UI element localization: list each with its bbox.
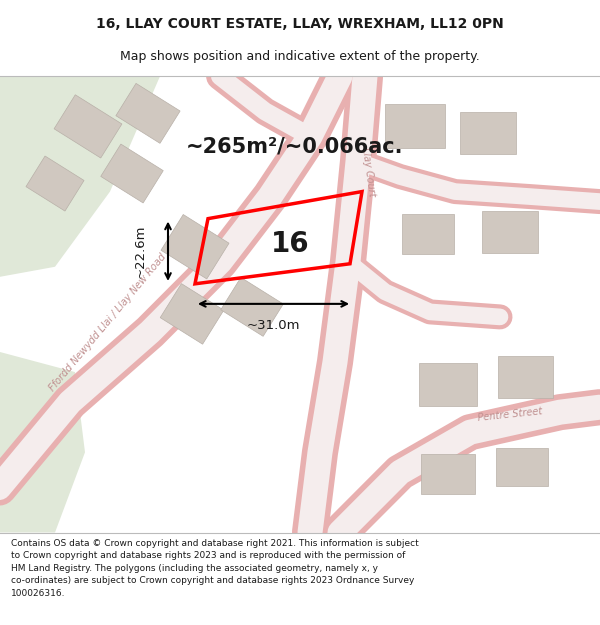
Text: Llay Court: Llay Court — [359, 146, 376, 197]
Text: ~31.0m: ~31.0m — [247, 319, 300, 332]
Polygon shape — [161, 214, 229, 279]
Text: ~265m²/~0.066ac.: ~265m²/~0.066ac. — [186, 136, 404, 156]
Text: Map shows position and indicative extent of the property.: Map shows position and indicative extent… — [120, 50, 480, 63]
Polygon shape — [460, 112, 516, 154]
Polygon shape — [160, 284, 224, 344]
Polygon shape — [419, 362, 477, 406]
Text: Pentre Street: Pentre Street — [477, 406, 543, 422]
Polygon shape — [54, 95, 122, 158]
Text: ~22.6m: ~22.6m — [133, 224, 146, 278]
Polygon shape — [101, 144, 163, 203]
Text: Ffordd Newydd Llai / Llay New Road: Ffordd Newydd Llai / Llay New Road — [47, 251, 169, 392]
Polygon shape — [482, 211, 538, 252]
Polygon shape — [221, 278, 283, 336]
Text: Contains OS data © Crown copyright and database right 2021. This information is : Contains OS data © Crown copyright and d… — [11, 539, 419, 598]
Polygon shape — [402, 214, 454, 254]
Polygon shape — [497, 356, 553, 398]
Polygon shape — [0, 352, 85, 532]
Text: 16, LLAY COURT ESTATE, LLAY, WREXHAM, LL12 0PN: 16, LLAY COURT ESTATE, LLAY, WREXHAM, LL… — [96, 18, 504, 31]
Polygon shape — [496, 448, 548, 486]
Polygon shape — [385, 104, 445, 149]
Polygon shape — [421, 454, 475, 494]
Polygon shape — [116, 83, 180, 143]
Polygon shape — [26, 156, 84, 211]
Polygon shape — [0, 76, 160, 277]
Text: 16: 16 — [271, 230, 310, 258]
